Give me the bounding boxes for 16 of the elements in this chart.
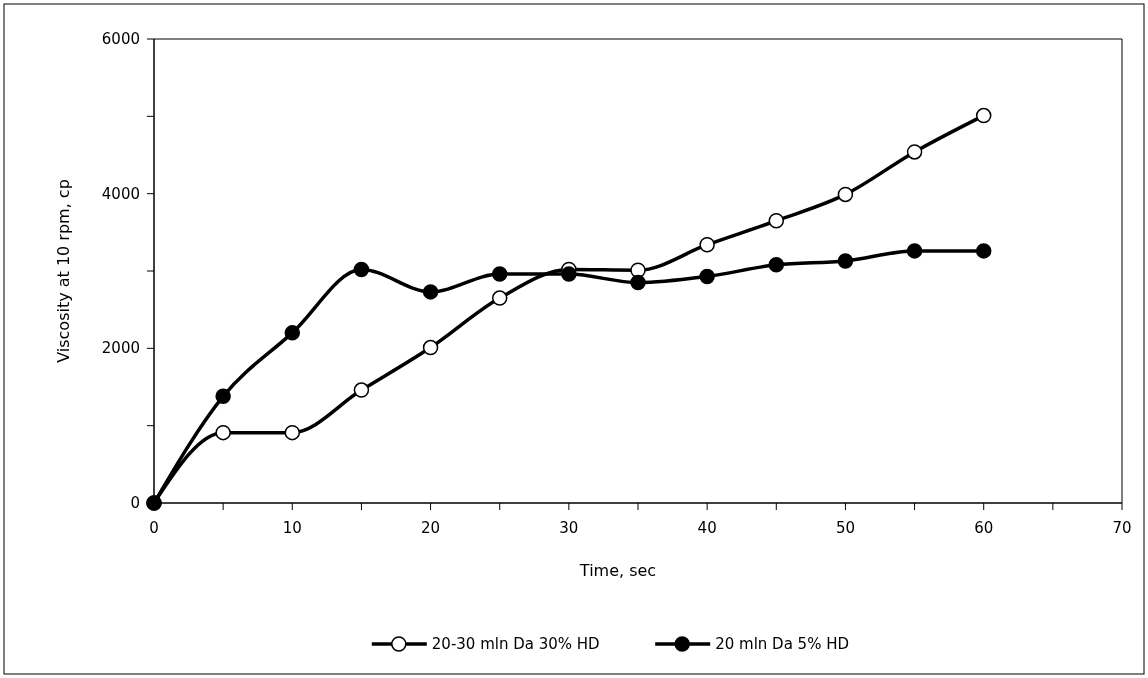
- x-tick-label: 50: [835, 519, 855, 537]
- x-tick-label: 20: [421, 519, 441, 537]
- x-tick-label: 10: [282, 519, 302, 537]
- y-tick-label: 2000: [101, 339, 140, 358]
- legend-label: 20 mln Da 5% HD: [715, 635, 850, 653]
- y-tick-label: 0: [130, 494, 140, 512]
- y-tick-label: 4000: [101, 184, 140, 203]
- x-tick-label: 30: [559, 519, 579, 537]
- legend-label: 20-30 mln Da 30% HD: [431, 635, 600, 653]
- y-axis-title: Viscosity at 10 rpm, cp: [54, 179, 73, 363]
- x-axis-title: Time, sec: [578, 561, 657, 580]
- x-tick-label: 60: [974, 519, 994, 537]
- x-tick-label: 70: [1112, 519, 1132, 537]
- y-tick-label: 6000: [101, 30, 140, 48]
- x-tick-label: 0: [149, 519, 159, 537]
- x-tick-label: 40: [697, 519, 717, 537]
